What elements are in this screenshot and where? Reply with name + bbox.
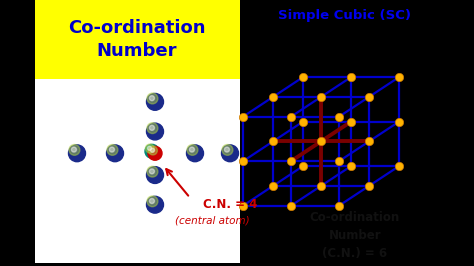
- Circle shape: [190, 147, 194, 152]
- Text: Co-ordination
Number: Co-ordination Number: [68, 19, 206, 60]
- Circle shape: [221, 145, 238, 162]
- Circle shape: [147, 196, 158, 207]
- Circle shape: [149, 169, 155, 174]
- Text: (central atom): (central atom): [175, 215, 250, 226]
- Circle shape: [149, 198, 155, 203]
- Circle shape: [147, 93, 158, 104]
- Circle shape: [109, 147, 115, 152]
- Circle shape: [146, 93, 164, 110]
- Circle shape: [146, 167, 164, 184]
- Circle shape: [187, 144, 198, 155]
- Text: C.N. = 4: C.N. = 4: [203, 198, 257, 211]
- Circle shape: [147, 123, 158, 134]
- Circle shape: [149, 125, 155, 130]
- Circle shape: [146, 123, 164, 140]
- Circle shape: [146, 196, 164, 213]
- Circle shape: [69, 145, 85, 162]
- Circle shape: [222, 144, 233, 155]
- Circle shape: [145, 144, 159, 158]
- Circle shape: [150, 148, 155, 152]
- Circle shape: [69, 144, 80, 155]
- Circle shape: [72, 147, 76, 152]
- Circle shape: [146, 144, 155, 153]
- Circle shape: [186, 145, 203, 162]
- Circle shape: [224, 147, 229, 152]
- Circle shape: [149, 96, 155, 101]
- Circle shape: [147, 166, 158, 177]
- Bar: [35, 0, 240, 79]
- Text: Simple Cubic (SC): Simple Cubic (SC): [279, 9, 411, 22]
- Circle shape: [148, 146, 162, 160]
- Circle shape: [107, 145, 124, 162]
- Circle shape: [147, 146, 152, 150]
- Circle shape: [148, 146, 157, 155]
- Text: Co-ordination
Number
(C.N.) = 6: Co-ordination Number (C.N.) = 6: [310, 211, 400, 260]
- Circle shape: [107, 144, 118, 155]
- Bar: [35, 79, 240, 263]
